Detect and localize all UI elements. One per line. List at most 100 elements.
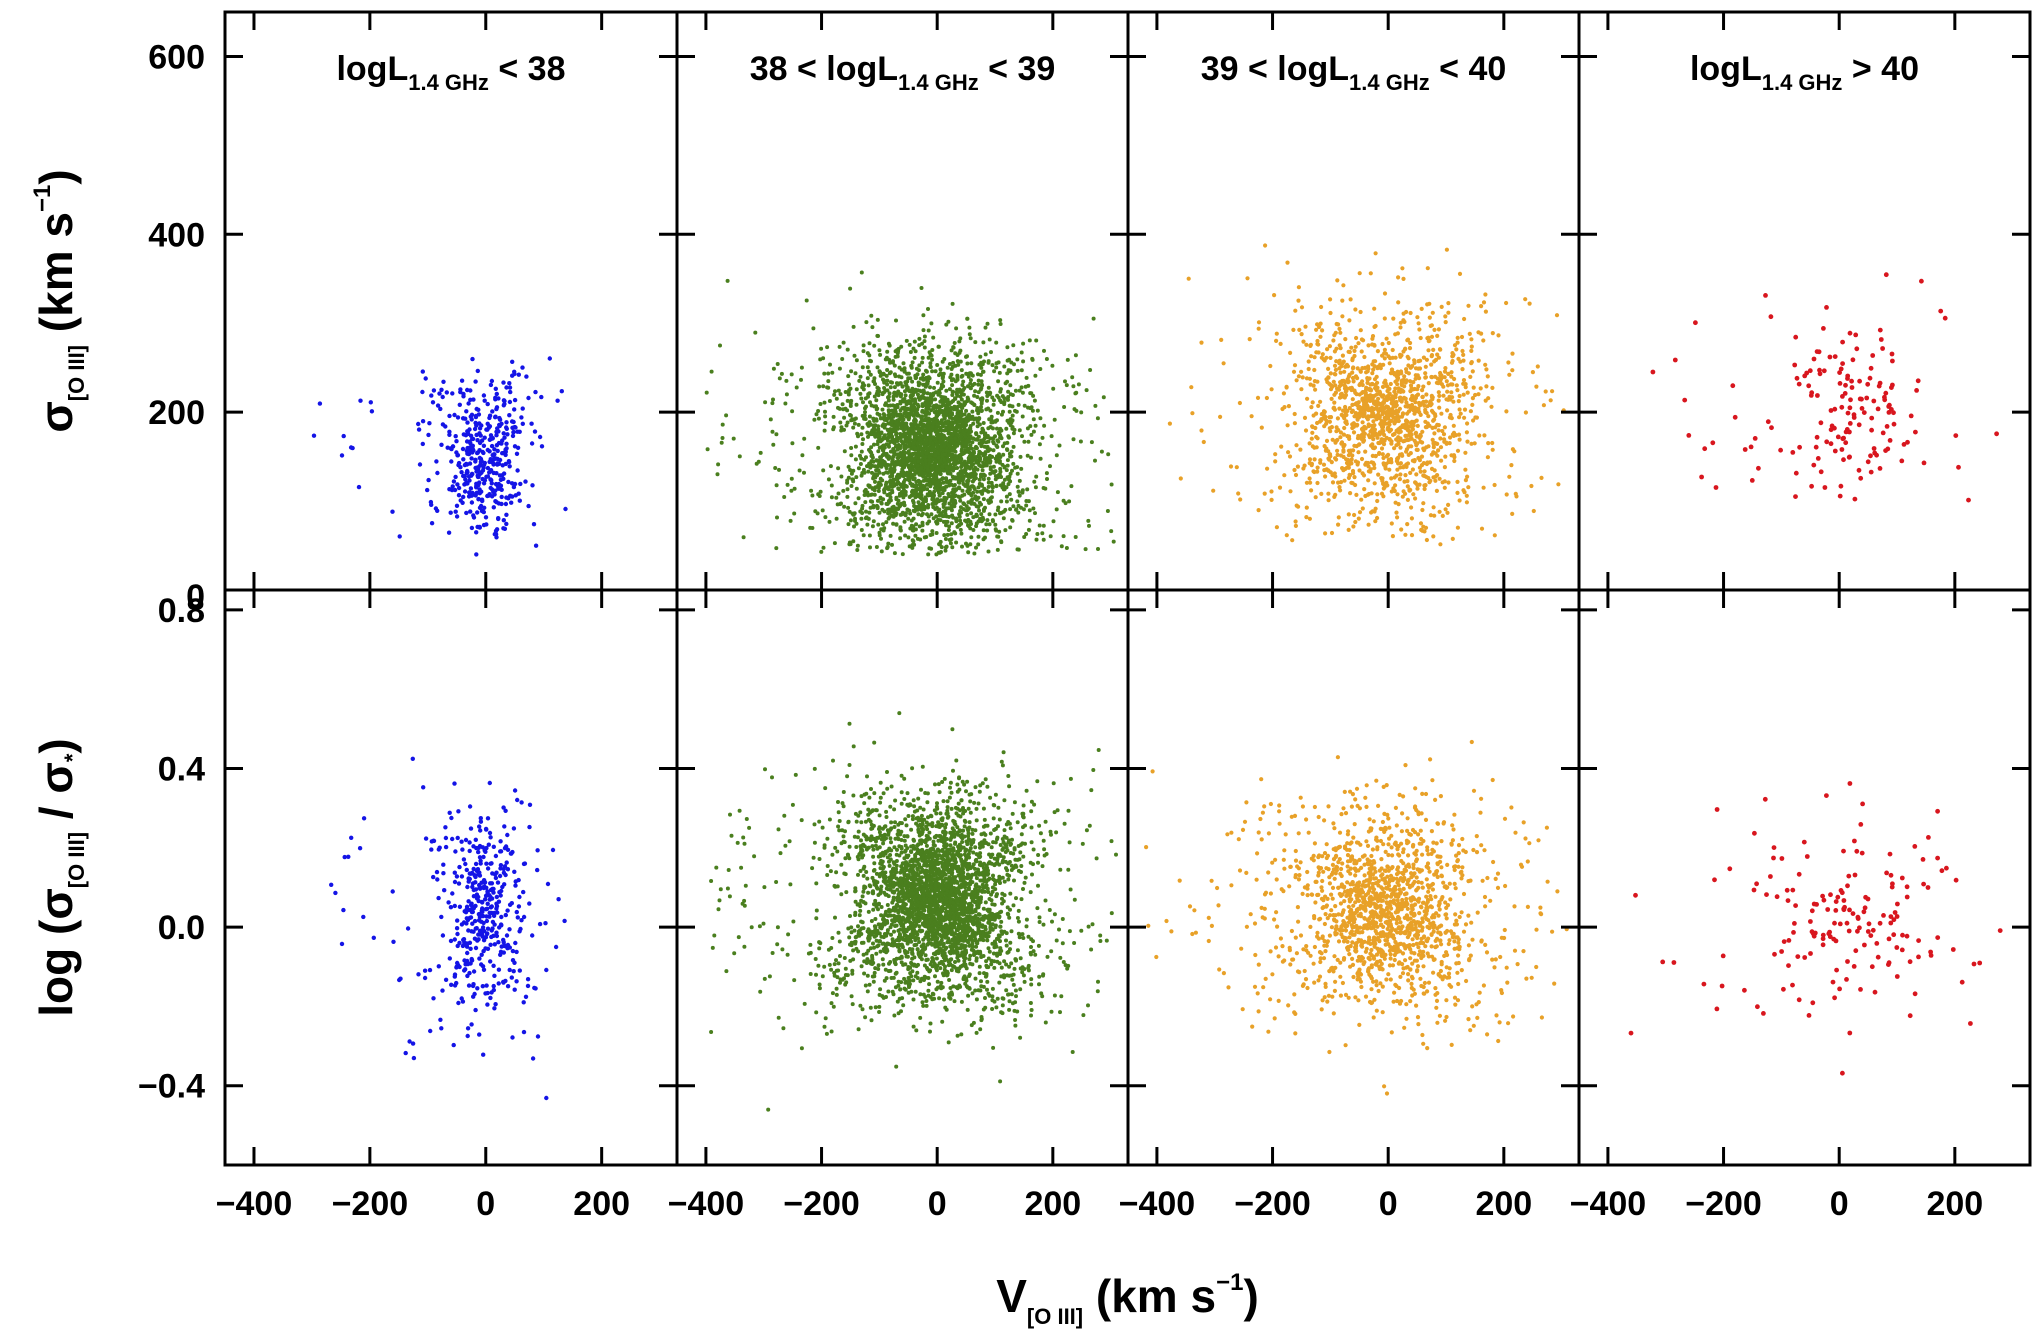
data-point — [799, 818, 804, 823]
data-point — [867, 341, 872, 346]
data-point — [958, 359, 963, 364]
data-point — [875, 317, 880, 322]
scatter-series-2-log_ratio — [709, 711, 1118, 1112]
data-point — [969, 400, 974, 405]
data-point — [991, 439, 996, 444]
data-point — [998, 466, 1003, 471]
data-point — [879, 430, 884, 435]
data-point — [995, 547, 1000, 552]
data-point — [550, 847, 556, 853]
data-point — [468, 486, 474, 491]
data-point — [917, 472, 922, 477]
data-point — [872, 442, 876, 447]
data-point — [1021, 507, 1026, 512]
data-point — [888, 491, 892, 496]
data-point — [836, 491, 841, 496]
data-point — [889, 432, 894, 437]
data-point — [875, 385, 880, 390]
data-point — [465, 470, 470, 475]
data-point — [922, 334, 927, 339]
data-point — [944, 322, 949, 327]
data-point — [510, 958, 516, 963]
data-point — [456, 809, 461, 814]
data-point — [1032, 398, 1037, 403]
data-point — [1005, 358, 1010, 363]
data-point — [971, 490, 976, 495]
data-point — [863, 500, 868, 505]
data-point — [891, 521, 896, 526]
data-point — [924, 383, 929, 388]
data-point — [895, 501, 900, 506]
data-point — [821, 468, 826, 473]
data-point — [882, 435, 886, 440]
data-point — [933, 453, 938, 458]
data-point — [481, 967, 487, 972]
data-point — [845, 494, 850, 499]
data-point — [1061, 534, 1066, 539]
data-point — [985, 938, 990, 943]
data-point — [1049, 434, 1054, 439]
data-point — [906, 535, 911, 540]
data-point — [829, 483, 834, 488]
data-point — [954, 540, 959, 545]
data-point — [447, 429, 452, 434]
data-point — [421, 785, 426, 790]
data-point — [464, 921, 469, 926]
data-point — [948, 541, 953, 546]
data-point — [493, 488, 498, 493]
data-point — [896, 507, 901, 511]
data-point — [826, 379, 831, 384]
data-point — [937, 513, 942, 518]
data-point — [889, 932, 893, 937]
data-point — [1007, 477, 1011, 482]
data-point — [1002, 364, 1007, 369]
data-point — [942, 997, 946, 1002]
data-point — [1040, 864, 1045, 869]
data-point — [927, 350, 932, 355]
data-point — [906, 450, 911, 455]
data-point — [875, 505, 880, 509]
data-point — [855, 543, 860, 548]
data-point — [947, 415, 952, 420]
data-point — [916, 512, 921, 517]
data-point — [851, 539, 856, 544]
data-point — [918, 490, 923, 495]
data-point — [865, 522, 870, 527]
data-point — [978, 464, 983, 468]
data-point — [864, 320, 869, 325]
data-point — [475, 438, 480, 443]
data-point — [467, 427, 472, 432]
data-point — [944, 480, 949, 484]
data-point — [777, 467, 781, 472]
data-point — [1020, 434, 1024, 439]
data-point — [555, 398, 560, 403]
data-point — [1017, 428, 1022, 433]
data-point — [845, 408, 850, 413]
data-point — [997, 452, 1001, 457]
data-point — [975, 372, 980, 377]
data-point — [976, 382, 981, 387]
data-point — [447, 810, 452, 815]
data-point — [466, 899, 471, 904]
data-point — [854, 402, 859, 407]
data-point — [903, 513, 908, 518]
data-point — [988, 795, 993, 800]
data-point — [469, 471, 475, 477]
data-point — [530, 483, 535, 488]
data-point — [477, 843, 483, 849]
data-point — [846, 392, 851, 397]
data-point — [921, 391, 926, 396]
data-point — [957, 523, 962, 528]
data-point — [459, 874, 465, 879]
data-point — [477, 491, 482, 496]
data-point — [970, 497, 975, 502]
data-point — [984, 390, 989, 395]
data-point — [486, 842, 491, 847]
data-point — [930, 424, 935, 429]
data-point — [958, 336, 963, 341]
data-point — [942, 452, 947, 457]
data-point — [931, 335, 936, 340]
data-point — [993, 456, 998, 461]
data-point — [762, 976, 767, 981]
data-point — [478, 861, 483, 866]
